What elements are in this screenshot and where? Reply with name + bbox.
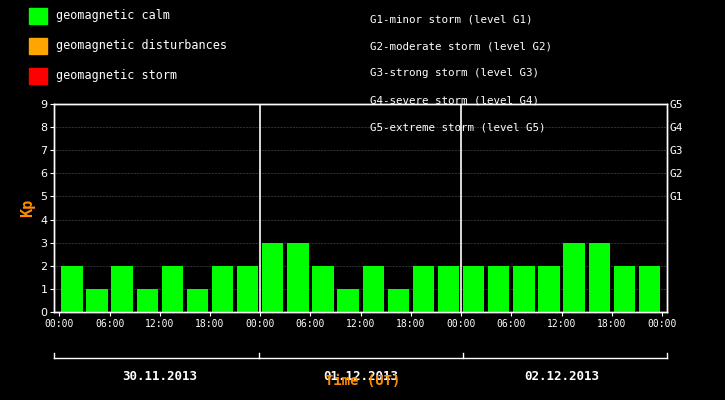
Bar — [337, 289, 359, 312]
Bar — [312, 266, 334, 312]
Bar — [262, 243, 283, 312]
Bar — [362, 266, 384, 312]
Text: 01.12.2013: 01.12.2013 — [323, 370, 398, 383]
Bar — [488, 266, 510, 312]
Bar — [187, 289, 208, 312]
Bar — [563, 243, 585, 312]
Bar — [162, 266, 183, 312]
Text: G5-extreme storm (level G5): G5-extreme storm (level G5) — [370, 123, 545, 133]
Bar — [413, 266, 434, 312]
Bar — [388, 289, 409, 312]
Bar — [112, 266, 133, 312]
Text: G2-moderate storm (level G2): G2-moderate storm (level G2) — [370, 41, 552, 51]
Bar — [212, 266, 233, 312]
Text: 02.12.2013: 02.12.2013 — [524, 370, 599, 383]
Bar — [136, 289, 158, 312]
Bar — [62, 266, 83, 312]
Bar — [513, 266, 534, 312]
Bar — [589, 243, 610, 312]
Text: 30.11.2013: 30.11.2013 — [123, 370, 197, 383]
Bar — [438, 266, 459, 312]
Text: geomagnetic disturbances: geomagnetic disturbances — [56, 40, 227, 52]
Bar — [287, 243, 309, 312]
Text: Time (UT): Time (UT) — [325, 374, 400, 388]
Bar — [86, 289, 108, 312]
Text: geomagnetic calm: geomagnetic calm — [56, 10, 170, 22]
Text: G3-strong storm (level G3): G3-strong storm (level G3) — [370, 68, 539, 78]
Bar — [463, 266, 484, 312]
Y-axis label: Kp: Kp — [20, 199, 35, 217]
Bar — [237, 266, 258, 312]
Text: G1-minor storm (level G1): G1-minor storm (level G1) — [370, 14, 532, 24]
Bar — [613, 266, 635, 312]
Bar — [639, 266, 660, 312]
Bar — [539, 266, 560, 312]
Text: geomagnetic storm: geomagnetic storm — [56, 70, 177, 82]
Text: G4-severe storm (level G4): G4-severe storm (level G4) — [370, 96, 539, 106]
